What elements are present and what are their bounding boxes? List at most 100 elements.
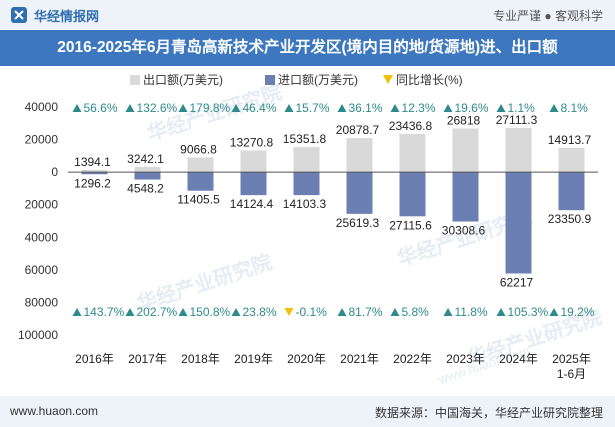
export-bar xyxy=(505,127,532,173)
import-growth-marker xyxy=(284,308,294,316)
import-value-label: 25619.3 xyxy=(336,216,380,230)
x-tick-label: 2017年 xyxy=(128,352,167,366)
export-bar xyxy=(558,147,585,173)
chart-title: 2016-2025年6月青岛高新技术产业开发区(境内目的地/货源地)进、出口额 xyxy=(57,39,558,56)
brand-tagline: 专业严谨 ● 客观科学 xyxy=(493,9,603,23)
export-bar xyxy=(187,157,214,173)
y-tick-label: 60000 xyxy=(25,263,59,277)
export-value-label: 23436.8 xyxy=(389,119,433,133)
import-bar xyxy=(187,172,214,191)
y-tick-label: 100000 xyxy=(18,328,58,342)
footer-bar: www.huaon.com 数据来源：中国海关，华经产业研究院整理 xyxy=(0,396,615,427)
bar-series xyxy=(81,127,585,274)
legend-growth-label: 同比增长(%) xyxy=(396,73,463,87)
import-growth-marker xyxy=(178,308,188,316)
export-growth-marker xyxy=(125,104,135,112)
x-tick-label: 2020年 xyxy=(287,352,326,366)
x-axis: 2016年 2017年 2018年 2019年 2020年 2021年 2022年 2023年… xyxy=(75,352,591,381)
x-tick-label: 2025年 xyxy=(552,352,591,366)
export-growth-label: 56.6% xyxy=(84,101,118,115)
x-tick-label: 2023年 xyxy=(446,352,485,366)
footer-source: 数据来源：中国海关，华经产业研究院整理 xyxy=(374,406,603,420)
import-growth-marker xyxy=(549,308,559,316)
export-value-label: 14913.7 xyxy=(548,133,592,147)
export-bar xyxy=(399,133,426,173)
import-bar xyxy=(346,172,373,214)
import-growth-marker xyxy=(337,308,347,316)
import-growth-label: 105.3% xyxy=(508,305,549,319)
x-tick-label: 2016年 xyxy=(75,352,114,366)
import-growth-marker xyxy=(443,308,453,316)
export-growth-label: 132.6% xyxy=(137,101,178,115)
y-tick-label: 80000 xyxy=(25,295,59,309)
import-bar xyxy=(81,172,108,175)
x-tick-label: 1-6月 xyxy=(557,367,586,381)
export-bar xyxy=(134,166,161,173)
growth-labels: 56.6% 132.6% 179.8% 46.4% 15.7% 36.1% 12.3% 19.… xyxy=(72,101,595,319)
export-bar xyxy=(346,138,373,173)
export-growth-marker xyxy=(231,104,241,112)
import-growth-label: 19.2% xyxy=(561,305,595,319)
import-bar xyxy=(558,172,585,211)
import-bar xyxy=(134,172,161,180)
export-growth-marker xyxy=(178,104,188,112)
export-value-label: 27111.3 xyxy=(496,113,538,127)
import-growth-label: 11.8% xyxy=(455,305,488,319)
data-labels: 1394.1 1296.2 3242.1 4548.2 9066.8 11405.5 132… xyxy=(74,113,591,289)
import-growth-label: -0.1% xyxy=(296,305,328,319)
export-growth-label: 1.1% xyxy=(508,101,536,115)
y-tick-label: 0 xyxy=(51,165,58,179)
export-value-label: 9066.8 xyxy=(180,142,217,156)
export-value-label: 3242.1 xyxy=(127,152,164,166)
import-value-label: 4548.2 xyxy=(127,182,164,196)
export-bar xyxy=(293,147,320,173)
import-growth-marker xyxy=(72,308,82,316)
import-value-label: 27115.6 xyxy=(389,218,432,232)
export-growth-marker xyxy=(549,104,559,112)
export-growth-marker xyxy=(496,104,506,112)
import-growth-marker xyxy=(390,308,400,316)
chart-legend: 出口额(万美元) 进口额(万美元) 同比增长(%) xyxy=(130,73,463,87)
export-bar xyxy=(81,169,108,173)
import-growth-label: 23.8% xyxy=(243,305,277,319)
export-value-label: 1394.1 xyxy=(74,155,111,169)
import-value-label: 14103.3 xyxy=(283,197,327,211)
chart-svg: 华经产业研究院华经产业研究院华经产业研究院华经产业研究院www.huaon.co… xyxy=(18,73,605,387)
export-growth-label: 19.6% xyxy=(455,101,489,115)
import-value-label: 23350.9 xyxy=(548,212,592,226)
import-growth-label: 5.8% xyxy=(402,305,430,319)
import-value-label: 11405.5 xyxy=(177,193,220,207)
import-bar xyxy=(505,172,532,274)
export-value-label: 26818 xyxy=(447,113,481,127)
import-value-label: 62217 xyxy=(500,275,534,289)
legend-import-label: 进口额(万美元) xyxy=(278,73,358,87)
y-tick-label: 20000 xyxy=(25,133,59,147)
import-growth-label: 81.7% xyxy=(349,305,383,319)
legend-export-swatch xyxy=(130,75,140,85)
export-growth-label: 36.1% xyxy=(349,101,383,115)
brand-name: 华经情报网 xyxy=(34,9,100,24)
import-growth-label: 202.7% xyxy=(137,305,178,319)
x-tick-label: 2022年 xyxy=(393,352,432,366)
y-tick-label: 20000 xyxy=(25,198,59,212)
x-tick-label: 2024年 xyxy=(499,352,538,366)
export-value-label: 13270.8 xyxy=(230,136,274,150)
import-bar xyxy=(399,172,426,217)
export-growth-label: 15.7% xyxy=(296,101,330,115)
export-value-label: 20878.7 xyxy=(336,123,380,137)
y-tick-label: 40000 xyxy=(25,230,59,244)
export-growth-marker xyxy=(443,104,453,112)
export-growth-marker xyxy=(72,104,82,112)
export-growth-label: 46.4% xyxy=(243,101,277,115)
export-growth-label: 8.1% xyxy=(561,101,589,115)
x-tick-label: 2018年 xyxy=(181,352,220,366)
footer-website: www.huaon.com xyxy=(10,404,99,418)
legend-export-label: 出口额(万美元) xyxy=(143,73,223,87)
import-bar xyxy=(240,172,267,196)
import-bar xyxy=(293,172,320,196)
top-bar: 华经情报网 专业严谨 ● 客观科学 xyxy=(0,0,615,29)
import-bar xyxy=(452,172,479,222)
legend-growth-marker xyxy=(383,75,393,84)
import-value-label: 30308.6 xyxy=(442,224,486,238)
